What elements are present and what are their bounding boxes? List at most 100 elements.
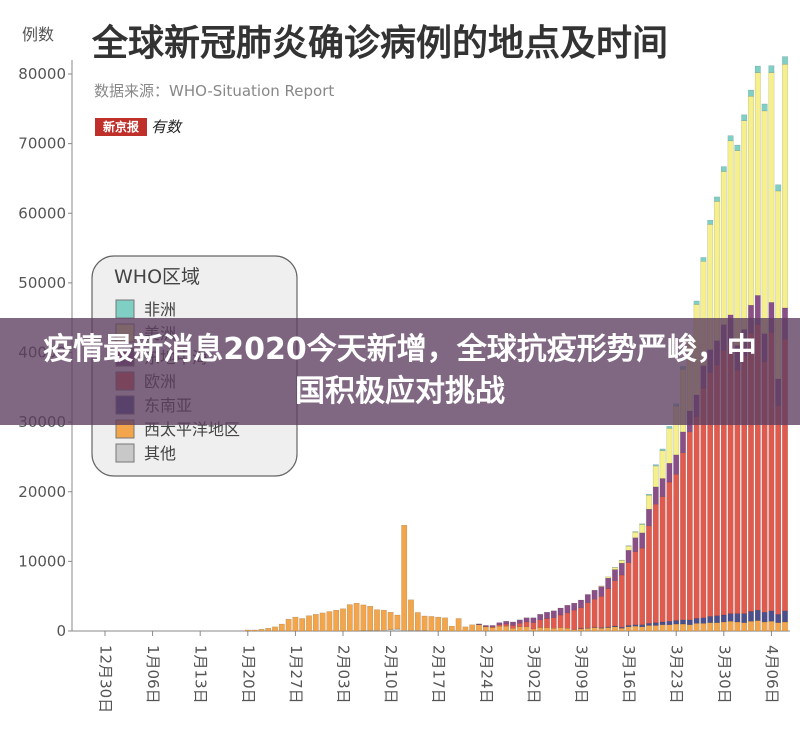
bar-segment	[476, 624, 482, 632]
x-tick-label: 3月02日	[525, 645, 543, 704]
x-tick-label: 2月10日	[382, 645, 400, 704]
bar-segment	[482, 626, 489, 632]
bar-segment	[652, 504, 659, 623]
bar-segment	[578, 628, 584, 632]
bar-segment	[578, 607, 584, 629]
bar-segment	[591, 599, 598, 628]
bar-segment	[639, 626, 646, 632]
bar-segment	[707, 622, 714, 632]
bar-segment	[632, 551, 639, 625]
bar-segment	[482, 625, 489, 627]
bar-segment	[714, 615, 720, 623]
bar-segment	[639, 524, 646, 534]
bar-segment	[387, 629, 394, 632]
y-tick-label: 80000	[18, 65, 66, 83]
bar-segment	[564, 612, 571, 629]
bar-segment	[707, 220, 714, 225]
bar-segment	[686, 624, 693, 632]
bar-segment	[435, 616, 442, 632]
bar-segment	[584, 628, 591, 632]
legend-label: 其他	[144, 444, 176, 463]
bar-segment	[741, 622, 748, 632]
x-tick-label: 1月27日	[287, 645, 305, 704]
bar-segment	[659, 478, 666, 497]
bar-segment	[639, 547, 646, 625]
bar-segment	[734, 144, 741, 151]
bar-segment	[394, 628, 401, 632]
brand: 新京报	[103, 119, 139, 134]
bar-segment	[680, 619, 686, 625]
bar-segment	[693, 416, 700, 619]
subtitle: 数据来源：WHO-Situation Report	[94, 82, 334, 100]
bar-segment	[652, 486, 659, 505]
bar-segment	[700, 257, 707, 262]
y-tick-label: 0	[56, 622, 66, 640]
x-tick-label: 3月30日	[715, 645, 733, 704]
bar-segment	[686, 619, 693, 625]
bar-segment	[741, 613, 748, 623]
bar-segment	[394, 614, 401, 630]
bar-segment	[639, 532, 646, 549]
bar-segment	[646, 508, 652, 527]
bar-segment	[299, 618, 306, 632]
bar-segment	[618, 574, 625, 628]
bar-segment	[544, 627, 550, 632]
bar-segment	[782, 621, 788, 632]
bar-segment	[544, 618, 550, 628]
bar-segment	[768, 621, 775, 632]
bar-segment	[741, 114, 748, 121]
bar-segment	[380, 630, 387, 632]
y-tick-label: 20000	[18, 483, 66, 501]
bar-segment	[612, 569, 618, 581]
bar-segment	[510, 621, 516, 626]
bar-segment	[673, 474, 680, 621]
bar-segment	[625, 562, 632, 626]
x-tick-label: 1月13日	[192, 645, 210, 704]
bar-segment	[578, 599, 584, 608]
bar-segment	[639, 523, 646, 525]
bar-segment	[680, 431, 686, 453]
bar-segment	[557, 614, 564, 628]
bar-segment	[272, 626, 278, 632]
bar-segment	[734, 613, 741, 623]
bar-segment	[612, 567, 618, 570]
brand: 有数	[151, 118, 183, 136]
bar-segment	[401, 630, 408, 632]
bar-segment	[666, 426, 673, 429]
bar-segment	[775, 622, 782, 632]
bar-segment	[761, 621, 768, 632]
bar-segment	[666, 428, 673, 464]
bar-segment	[537, 627, 544, 632]
bar-segment	[557, 607, 564, 616]
bar-segment	[258, 629, 265, 632]
bar-segment	[754, 609, 761, 621]
x-tick-label: 2月17日	[430, 645, 448, 704]
bar-segment	[632, 625, 639, 632]
bar-segment	[612, 626, 618, 632]
bar-segment	[646, 493, 652, 496]
x-tick-label: 1月20日	[239, 645, 257, 704]
bar-segment	[632, 537, 639, 552]
bar-segment	[537, 614, 544, 621]
bar-segment	[734, 621, 741, 632]
bar-segment	[516, 626, 523, 632]
bar-segment	[251, 629, 258, 632]
bar-segment	[680, 452, 686, 621]
bar-segment	[625, 550, 632, 563]
x-tick-label: 12月30日	[97, 645, 115, 713]
bar-segment	[340, 608, 346, 632]
bar-segment	[768, 72, 775, 303]
y-tick-label: 60000	[18, 204, 66, 222]
bar-segment	[312, 614, 319, 632]
bar-segment	[666, 481, 673, 622]
bar-segment	[652, 464, 659, 467]
bar-segment	[292, 616, 299, 632]
bar-segment	[775, 405, 782, 615]
y-tick-label: 70000	[18, 135, 66, 153]
bar-segment	[374, 609, 380, 631]
bar-segment	[632, 531, 639, 538]
bar-segment	[666, 624, 673, 632]
bar-segment	[748, 611, 754, 622]
bar-segment	[244, 629, 251, 632]
bar-segment	[700, 617, 707, 624]
